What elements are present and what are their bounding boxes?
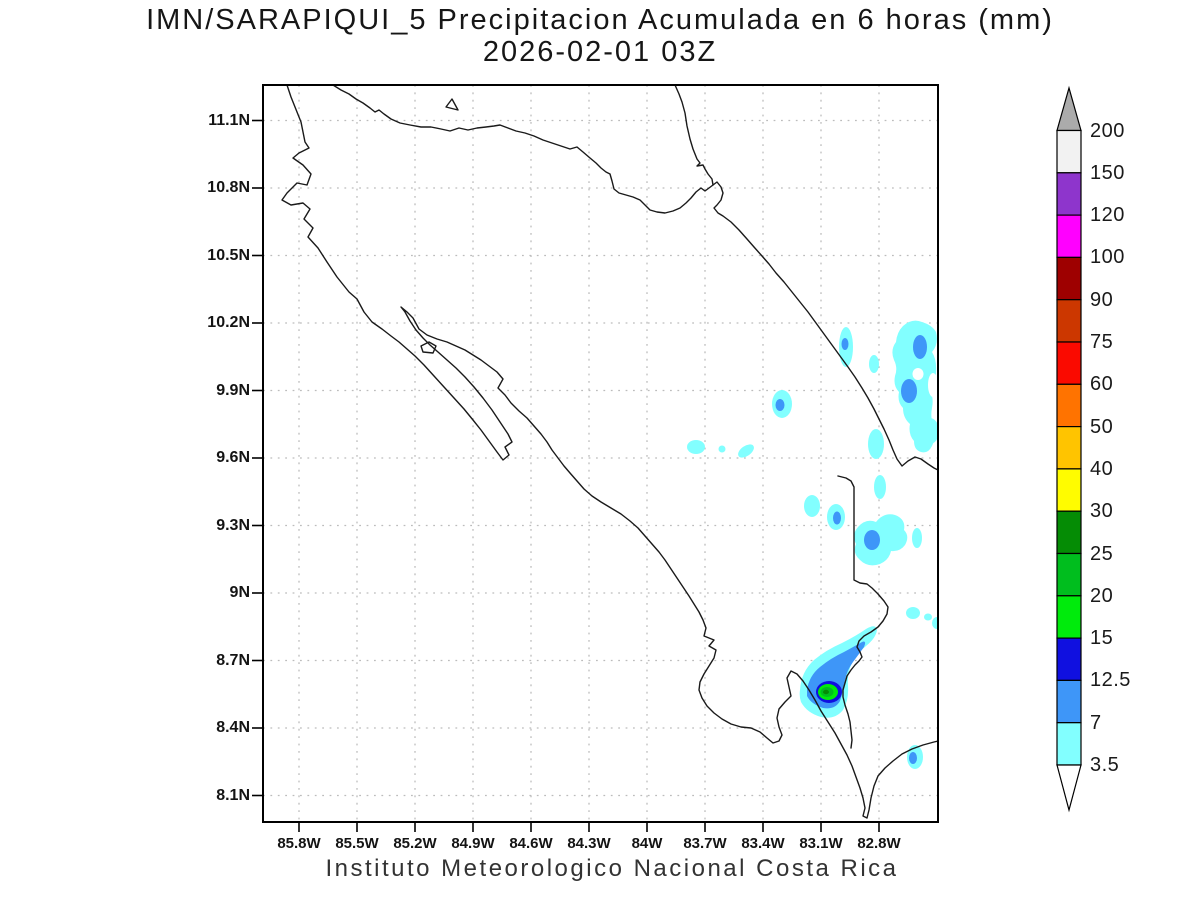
x-axis-label: 84.3W — [567, 835, 611, 852]
x-axis-label: 83.7W — [683, 835, 727, 852]
colorbar-label: 7 — [1090, 711, 1102, 734]
precip-level-25-layer — [823, 689, 829, 695]
x-axis-label: 85.2W — [393, 835, 437, 852]
coastline — [281, 85, 938, 819]
map-frame — [262, 84, 939, 823]
colorbar-label: 40 — [1090, 457, 1114, 480]
x-axis-label: 82.8W — [857, 835, 901, 852]
graticule-gridlines — [263, 85, 938, 822]
footer-caption: Instituto Meteorologico Nacional Costa R… — [325, 855, 899, 882]
colorbar-label: 15 — [1090, 627, 1114, 650]
y-axis-label: 10.2N — [207, 314, 250, 331]
y-axis-label: 9.3N — [216, 516, 250, 534]
colorbar-label: 100 — [1090, 246, 1125, 269]
x-axis-label: 84.6W — [509, 835, 553, 852]
y-axis-label: 10.5N — [207, 246, 250, 264]
precip-level-7-layer — [775, 335, 927, 764]
colorbar-label: 3.5 — [1090, 754, 1120, 776]
y-axis-label: 9N — [229, 584, 250, 601]
colorbar-label: 90 — [1090, 288, 1114, 311]
x-axis-label: 83.4W — [741, 835, 785, 852]
colorbar-label: 120 — [1090, 204, 1125, 227]
colorbar-above-max-arrow — [1056, 85, 1082, 132]
chart-title: IMN/SARAPIQUI_5 Precipitacion Acumulada … — [146, 4, 1054, 36]
colorbar-label: 30 — [1090, 500, 1114, 523]
colorbar-label: 12.5 — [1090, 669, 1131, 692]
precip-shading — [687, 320, 938, 769]
axis-ticks — [252, 119, 880, 832]
colorbar-label: 75 — [1090, 331, 1114, 353]
y-axis-label: 10.8N — [207, 179, 250, 196]
chart-subtitle: 2026-02-01 03Z — [482, 36, 718, 68]
y-axis-label: 9.6N — [216, 449, 250, 466]
colorbar-label: 20 — [1090, 584, 1114, 607]
x-axis-label: 84.9W — [451, 835, 495, 852]
y-axis-label: 9.9N — [216, 381, 250, 399]
x-axis-label: 84W — [631, 835, 663, 852]
y-axis-label: 8.1N — [216, 786, 250, 804]
colorbar-label: 200 — [1090, 119, 1125, 142]
y-axis-label: 8.7N — [216, 651, 250, 669]
y-axis-label: 11.1N — [208, 111, 250, 129]
y-axis-label: 8.4N — [216, 719, 250, 736]
colorbar-label: 150 — [1090, 161, 1125, 184]
x-axis-label: 85.8W — [277, 835, 321, 852]
colorbar-label: 60 — [1090, 373, 1114, 396]
x-axis-label: 83.1W — [799, 835, 843, 852]
colorbar-below-min-arrow — [1056, 764, 1082, 813]
colorbar-label: 50 — [1090, 415, 1114, 438]
x-axis-label: 85.5W — [335, 835, 379, 852]
precip-holes — [912, 368, 938, 397]
colorbar-label: 25 — [1090, 542, 1114, 565]
colorbar — [1056, 85, 1082, 813]
